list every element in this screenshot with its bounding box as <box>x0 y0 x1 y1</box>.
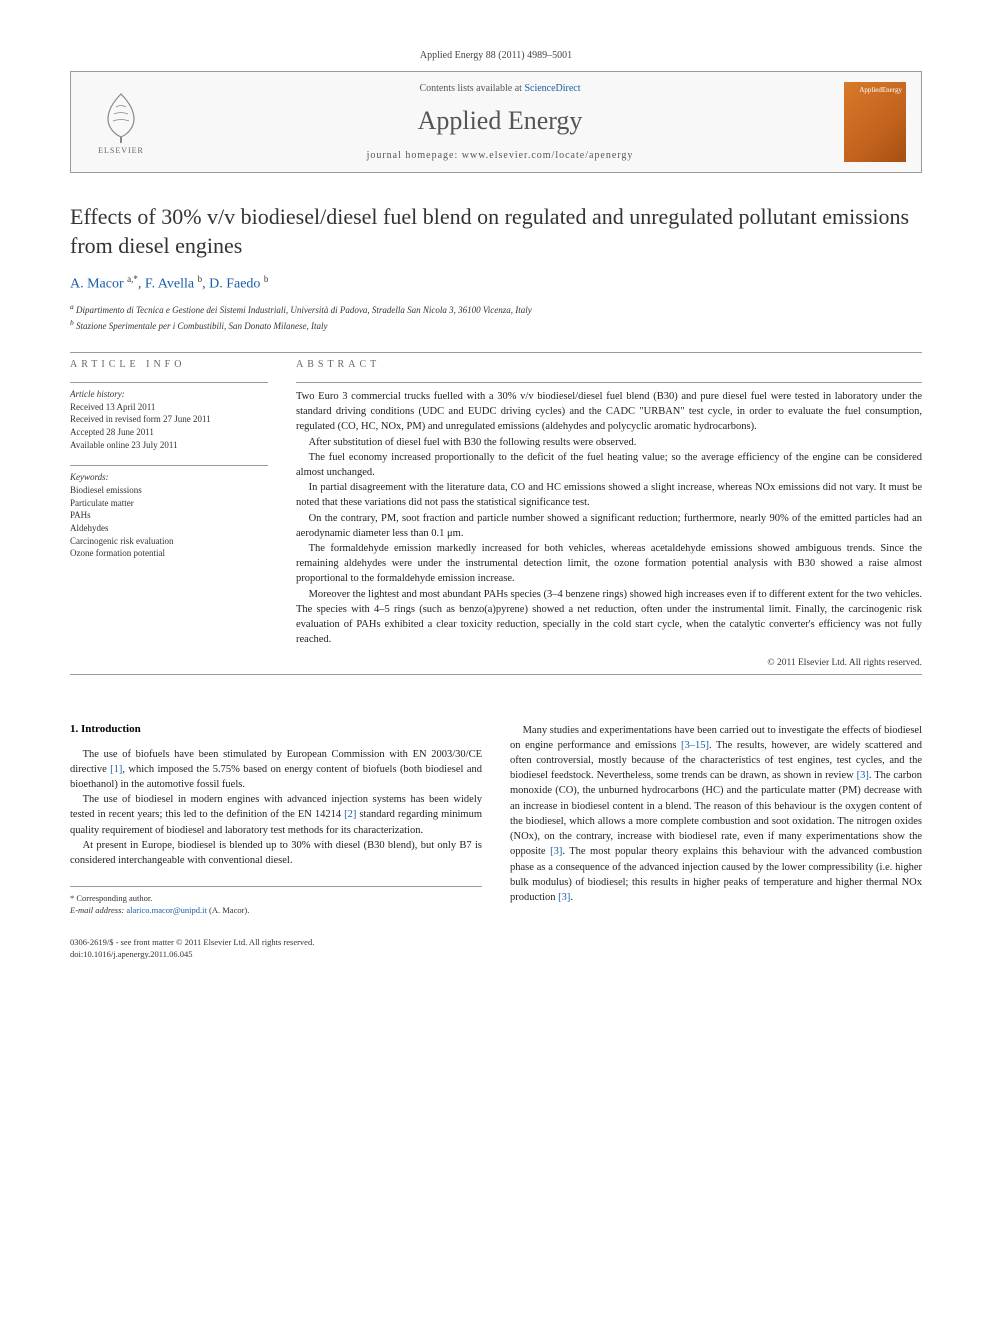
history-heading: Article history: <box>70 389 268 399</box>
history-lines: Received 13 April 2011Received in revise… <box>70 401 268 451</box>
author-email-link[interactable]: alarico.macor@unipd.it <box>126 905 207 915</box>
info-divider-1 <box>70 382 268 383</box>
reference-link[interactable]: [3–15] <box>681 740 709 751</box>
contents-line: Contents lists available at ScienceDirec… <box>156 83 844 94</box>
abstract-divider <box>296 382 922 383</box>
keyword-line: Aldehydes <box>70 522 268 535</box>
elsevier-name: ELSEVIER <box>98 146 144 155</box>
abstract-paragraph: The fuel economy increased proportionall… <box>296 450 922 480</box>
affiliation-line: a Dipartimento di Tecnica e Gestione dei… <box>70 301 922 318</box>
author-list: A. Macor a,*, F. Avella b, D. Faedo b <box>70 274 922 293</box>
abstract-label: ABSTRACT <box>296 359 922 370</box>
keywords-lines: Biodiesel emissionsParticulate matterPAH… <box>70 484 268 560</box>
article-info-column: ARTICLE INFO Article history: Received 1… <box>70 359 268 668</box>
tree-icon <box>96 89 146 144</box>
body-two-column: 1. Introduction The use of biofuels have… <box>70 723 922 961</box>
body-right-column: Many studies and experimentations have b… <box>510 723 922 961</box>
journal-name: Applied Energy <box>156 106 844 136</box>
keywords-heading: Keywords: <box>70 472 268 482</box>
keyword-line: Carcinogenic risk evaluation <box>70 535 268 548</box>
keyword-line: Biodiesel emissions <box>70 484 268 497</box>
info-divider-2 <box>70 465 268 466</box>
article-info-label: ARTICLE INFO <box>70 359 268 370</box>
journal-cover-thumbnail: AppliedEnergy <box>844 82 906 162</box>
body-paragraph: The use of biofuels have been stimulated… <box>70 747 482 793</box>
contents-prefix: Contents lists available at <box>419 83 524 94</box>
abstract-paragraph: Moreover the lightest and most abundant … <box>296 587 922 648</box>
email-suffix: (A. Macor). <box>207 905 249 915</box>
email-label: E-mail address: <box>70 905 126 915</box>
sciencedirect-link[interactable]: ScienceDirect <box>524 83 580 94</box>
keyword-line: PAHs <box>70 509 268 522</box>
history-line: Received 13 April 2011 <box>70 401 268 414</box>
reference-link[interactable]: [3] <box>558 892 570 903</box>
article-title: Effects of 30% v/v biodiesel/diesel fuel… <box>70 203 922 260</box>
abstract-copyright: © 2011 Elsevier Ltd. All rights reserved… <box>296 658 922 668</box>
keyword-line: Particulate matter <box>70 497 268 510</box>
body-paragraph: At present in Europe, biodiesel is blend… <box>70 838 482 868</box>
body-left-text: The use of biofuels have been stimulated… <box>70 747 482 869</box>
divider-bottom <box>70 674 922 675</box>
body-paragraph: The use of biodiesel in modern engines w… <box>70 792 482 838</box>
homepage-prefix: journal homepage: <box>367 150 462 161</box>
history-line: Received in revised form 27 June 2011 <box>70 413 268 426</box>
email-line: E-mail address: alarico.macor@unipd.it (… <box>70 905 482 917</box>
page-root: Applied Energy 88 (2011) 4989–5001 ELSEV… <box>0 0 992 1001</box>
corresponding-author-note: * Corresponding author. E-mail address: … <box>70 886 482 917</box>
reference-link[interactable]: [3] <box>550 846 562 857</box>
reference-link[interactable]: [1] <box>110 764 122 775</box>
body-right-text: Many studies and experimentations have b… <box>510 723 922 906</box>
reference-link[interactable]: [3] <box>857 770 869 781</box>
abstract-paragraph: Two Euro 3 commercial trucks fuelled wit… <box>296 389 922 435</box>
article-history-block: Article history: Received 13 April 2011R… <box>70 389 268 451</box>
abstract-paragraph: On the contrary, PM, soot fraction and p… <box>296 511 922 541</box>
history-line: Available online 23 July 2011 <box>70 439 268 452</box>
keyword-line: Ozone formation potential <box>70 547 268 560</box>
info-abstract-row: ARTICLE INFO Article history: Received 1… <box>70 359 922 668</box>
body-paragraph: Many studies and experimentations have b… <box>510 723 922 906</box>
body-left-column: 1. Introduction The use of biofuels have… <box>70 723 482 961</box>
divider-top <box>70 352 922 353</box>
keywords-block: Keywords: Biodiesel emissionsParticulate… <box>70 472 268 560</box>
affiliation-list: a Dipartimento di Tecnica e Gestione dei… <box>70 301 922 334</box>
affiliation-line: b Stazione Sperimentale per i Combustibi… <box>70 317 922 334</box>
journal-homepage: journal homepage: www.elsevier.com/locat… <box>156 150 844 161</box>
reference-link[interactable]: [2] <box>344 809 356 820</box>
journal-header-box: ELSEVIER Contents lists available at Sci… <box>70 71 922 173</box>
abstract-paragraph: In partial disagreement with the literat… <box>296 480 922 510</box>
corresponding-label: * Corresponding author. <box>70 893 482 905</box>
abstract-column: ABSTRACT Two Euro 3 commercial trucks fu… <box>296 359 922 668</box>
abstract-text: Two Euro 3 commercial trucks fuelled wit… <box>296 389 922 648</box>
cover-title: AppliedEnergy <box>859 86 902 94</box>
header-citation: Applied Energy 88 (2011) 4989–5001 <box>70 50 922 61</box>
copyright-footer: 0306-2619/$ - see front matter © 2011 El… <box>70 937 482 961</box>
abstract-paragraph: After substitution of diesel fuel with B… <box>296 435 922 450</box>
elsevier-logo: ELSEVIER <box>86 85 156 160</box>
header-center: Contents lists available at ScienceDirec… <box>156 83 844 161</box>
section-heading-intro: 1. Introduction <box>70 723 482 735</box>
abstract-paragraph: The formaldehyde emission markedly incre… <box>296 541 922 587</box>
doi-line: doi:10.1016/j.apenergy.2011.06.045 <box>70 949 482 961</box>
homepage-url: www.elsevier.com/locate/apenergy <box>462 150 634 161</box>
history-line: Accepted 28 June 2011 <box>70 426 268 439</box>
issn-line: 0306-2619/$ - see front matter © 2011 El… <box>70 937 482 949</box>
